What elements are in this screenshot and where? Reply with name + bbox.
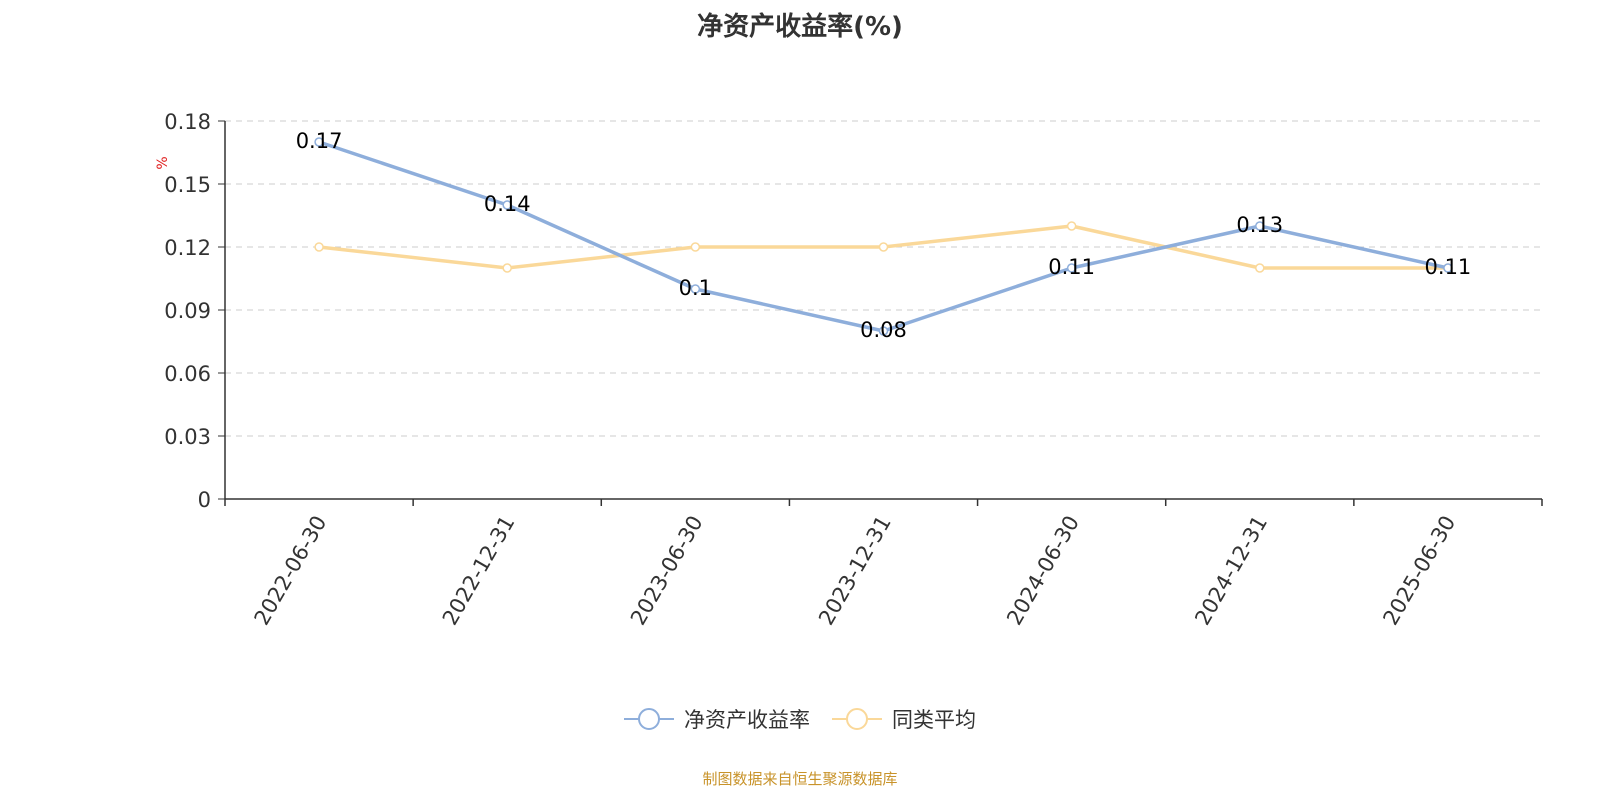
data-label-roe: 0.08 [860, 318, 907, 342]
data-point-roe [690, 284, 701, 294]
data-label-roe: 0.1 [679, 276, 712, 300]
data-label-roe: 0.11 [1048, 255, 1095, 279]
data-point-peer-average [690, 242, 701, 252]
y-tick-label: 0.12 [164, 236, 211, 260]
data-label-roe: 0.14 [484, 192, 531, 216]
data-point-roe [1443, 263, 1453, 273]
x-tick-label: 2025-06-30 [1378, 512, 1460, 630]
chart-title: 净资产收益率(%) [697, 12, 903, 42]
x-tick-label: 2022-06-30 [250, 512, 332, 630]
data-point-peer-average [878, 242, 889, 252]
legend-label-peer-average: 同类平均 [892, 708, 976, 732]
legend-marker-peer-average [832, 708, 882, 730]
y-tick-label: 0.03 [164, 425, 211, 449]
legend-marker-roe [624, 708, 674, 730]
source-footer: 制图数据来自恒生聚源数据库 [702, 770, 898, 788]
legend-item-roe[interactable]: 净资产收益率 [624, 704, 810, 734]
data-point-peer-average [1066, 221, 1077, 231]
legend-item-peer-average[interactable]: 同类平均 [832, 704, 976, 734]
x-tick-label: 2022-12-31 [438, 512, 520, 630]
data-point-roe [1255, 221, 1265, 231]
y-tick-label: 0.09 [164, 299, 211, 323]
legend: 净资产收益率 同类平均 [0, 704, 1600, 734]
data-label-roe: 0.17 [296, 129, 343, 153]
y-tick-label: 0.18 [164, 110, 211, 134]
data-point-roe [1066, 263, 1077, 273]
data-point-roe [878, 326, 889, 336]
y-tick-label: 0.15 [164, 173, 211, 197]
data-label-roe: 0.11 [1425, 255, 1472, 279]
data-point-peer-average [502, 263, 512, 273]
y-axis-label: % [155, 156, 171, 169]
x-tick-label: 2023-06-30 [626, 512, 708, 630]
x-tick-label: 2024-06-30 [1002, 512, 1084, 630]
data-point-peer-average [1255, 263, 1265, 273]
data-point-roe [314, 137, 324, 147]
data-point-peer-average [314, 242, 324, 252]
data-label-roe: 0.13 [1236, 213, 1283, 237]
x-tick-label: 2023-12-31 [814, 512, 896, 630]
data-point-roe [502, 200, 512, 210]
y-tick-label: 0.06 [164, 362, 211, 386]
x-tick-label: 2024-12-31 [1190, 512, 1272, 630]
y-tick-label: 0 [198, 488, 211, 512]
legend-label-roe: 净资产收益率 [684, 708, 810, 732]
